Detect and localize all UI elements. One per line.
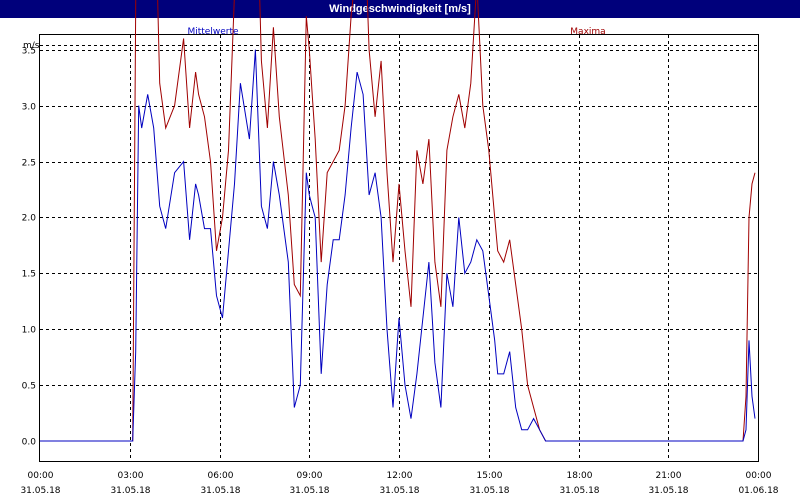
- y-tick-label: 0.5: [22, 382, 36, 392]
- y-tick-label: 2.5: [22, 159, 36, 169]
- y-tick-label: 4.0: [22, 0, 37, 1]
- x-axis-ticks: 00:00 31.05.18 03:00 31.05.18 06:00 31.05.18 0…: [20, 471, 778, 496]
- x-tick-time: 03:00: [118, 471, 144, 481]
- y-tick-label: 1.5: [22, 270, 36, 280]
- x-tick-date: 31.05.18: [200, 486, 240, 496]
- x-tick-time: 06:00: [208, 471, 234, 481]
- series-lines: [40, 0, 756, 442]
- x-tick-time: 09:00: [297, 471, 323, 481]
- grid-lines: [40, 35, 758, 461]
- y-tick-label: 2.0: [22, 214, 37, 224]
- x-tick-time: 00:00: [746, 471, 772, 481]
- x-tick-date: 31.05.18: [559, 486, 599, 496]
- chart-title-bar: Windgeschwindigkeit [m/s]: [0, 0, 800, 18]
- x-tick-date: 31.05.18: [289, 486, 329, 496]
- y-unit-label: m/s: [23, 41, 40, 51]
- chart-title: Windgeschwindigkeit [m/s]: [329, 3, 471, 15]
- x-tick-date: 31.05.18: [110, 486, 150, 496]
- x-tick-time: 12:00: [387, 471, 413, 481]
- x-tick-date: 31.05.18: [648, 486, 688, 496]
- x-tick-time: 21:00: [656, 471, 682, 481]
- x-tick-time: 00:00: [28, 471, 54, 481]
- x-tick-date: 31.05.18: [20, 486, 60, 496]
- series-line-mittelwerte: [40, 49, 756, 442]
- x-tick-date: 31.05.18: [379, 486, 419, 496]
- x-tick-date: 31.05.18: [469, 486, 509, 496]
- x-tick-time: 15:00: [477, 471, 503, 481]
- y-tick-label: 3.5: [22, 47, 36, 57]
- x-tick-date: 01.06.18: [738, 486, 778, 496]
- legend-maxima: Maxima: [570, 27, 605, 37]
- x-tick-time: 18:00: [567, 471, 593, 481]
- legend-mittelwerte: Mittelwerte: [187, 27, 238, 37]
- y-tick-label: 3.0: [22, 103, 37, 113]
- y-axis-ticks: 0.00.51.01.52.02.53.03.54.04.55.05.56.06…: [22, 0, 37, 448]
- y-tick-label: 0.0: [22, 438, 37, 448]
- y-tick-label: 1.0: [22, 326, 37, 336]
